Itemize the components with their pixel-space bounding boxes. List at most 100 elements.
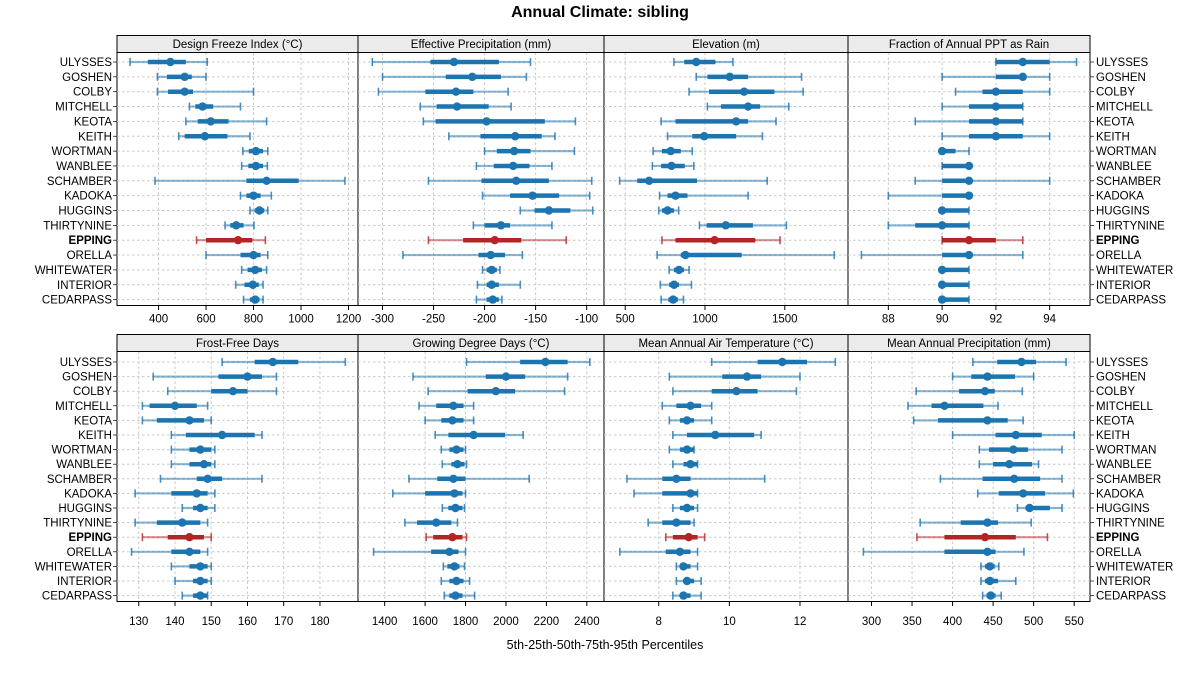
median-dot xyxy=(700,132,709,141)
median-dot xyxy=(983,518,992,527)
axis-tick-label: -300 xyxy=(371,314,394,326)
median-dot xyxy=(1025,503,1034,513)
median-dot xyxy=(200,132,210,141)
median-dot xyxy=(1018,57,1027,67)
median-dot xyxy=(491,387,501,396)
median-dot xyxy=(180,72,189,82)
row-label-right: HUGGINS xyxy=(1096,206,1150,218)
median-dot xyxy=(692,57,701,67)
median-dot xyxy=(178,518,187,527)
median-dot xyxy=(743,102,753,111)
row-label-left: KEITH xyxy=(78,430,112,442)
row-label-right: KEITH xyxy=(1096,131,1130,143)
row-label-right: ULYSSES xyxy=(1096,57,1149,69)
axis-tick-label: 12 xyxy=(794,616,807,628)
median-dot xyxy=(198,102,207,111)
median-dot xyxy=(937,280,947,289)
panel-area xyxy=(357,52,605,306)
median-dot xyxy=(199,460,209,469)
axis-tick-label: 10 xyxy=(723,616,736,628)
median-dot xyxy=(468,72,477,82)
median-dot xyxy=(1009,445,1018,454)
row-label-left: WANBLEE xyxy=(56,161,112,173)
median-dot xyxy=(487,280,496,289)
median-dot xyxy=(248,280,258,289)
median-dot xyxy=(452,102,462,111)
row-label-left: HUGGINS xyxy=(58,206,112,218)
median-dot xyxy=(180,87,189,96)
median-dot xyxy=(510,132,520,141)
row-label-right: SCHAMBER xyxy=(1096,176,1161,188)
strip-header xyxy=(847,334,1091,352)
median-dot xyxy=(679,591,688,600)
axis-tick-label: 400 xyxy=(943,616,962,628)
axis-tick-label: 150 xyxy=(202,616,221,628)
median-dot xyxy=(496,221,506,230)
axis-tick-label: 1000 xyxy=(288,314,314,326)
median-dot xyxy=(991,132,1001,141)
row-label-right: INTERIOR xyxy=(1096,576,1151,588)
row-label-left: KEOTA xyxy=(74,116,112,128)
median-dot xyxy=(937,221,947,230)
row-label-right: CEDARPASS xyxy=(1096,591,1166,603)
median-dot xyxy=(644,176,654,185)
median-dot xyxy=(1018,489,1028,498)
row-label-left: ULYSSES xyxy=(60,357,113,369)
chart-title: Annual Climate: sibling xyxy=(511,4,689,21)
row-label-left: HUGGINS xyxy=(58,503,112,515)
row-label-left: ORELLA xyxy=(67,547,113,559)
median-dot xyxy=(991,102,1001,111)
axis-tick-label: 88 xyxy=(882,314,895,326)
median-dot xyxy=(486,250,495,260)
axis-tick-label: 2000 xyxy=(493,616,519,628)
median-dot xyxy=(669,280,679,289)
median-dot xyxy=(991,117,1001,126)
median-dot xyxy=(217,430,227,440)
median-dot xyxy=(666,146,675,156)
median-dot xyxy=(449,401,458,410)
row-label-right: GOSHEN xyxy=(1096,72,1146,84)
row-label-left: COLBY xyxy=(73,87,112,99)
median-dot xyxy=(940,401,949,410)
median-dot xyxy=(672,518,681,527)
median-dot xyxy=(249,191,258,200)
strip-title: Mean Annual Precipitation (mm) xyxy=(887,338,1051,350)
median-dot xyxy=(672,474,681,483)
median-dot xyxy=(490,236,499,245)
median-dot xyxy=(268,357,278,367)
median-dot xyxy=(445,547,454,556)
median-dot xyxy=(684,533,693,542)
median-dot xyxy=(668,295,678,304)
median-dot xyxy=(228,387,238,396)
median-dot xyxy=(451,503,460,513)
median-dot xyxy=(983,416,992,425)
median-dot xyxy=(449,474,458,483)
median-dot xyxy=(251,161,261,171)
axis-tick-label: 170 xyxy=(274,616,293,628)
row-label-right: EPPING xyxy=(1096,235,1140,247)
median-dot xyxy=(528,191,537,200)
median-dot xyxy=(964,236,974,245)
median-dot xyxy=(731,117,741,126)
axis-tick-label: 94 xyxy=(1043,314,1056,326)
median-dot xyxy=(980,387,990,396)
median-dot xyxy=(469,430,478,440)
row-label-right: THIRTYNINE xyxy=(1096,518,1165,530)
strip-title: Growing Degree Days (°C) xyxy=(413,338,550,350)
median-dot xyxy=(721,221,730,230)
axis-tick-label: 600 xyxy=(196,314,215,326)
median-dot xyxy=(243,372,252,381)
median-dot xyxy=(509,146,519,156)
median-dot xyxy=(544,206,554,215)
median-dot xyxy=(488,295,497,304)
row-label-right: ORELLA xyxy=(1096,250,1142,262)
median-dot xyxy=(451,87,461,96)
row-label-left: EPPING xyxy=(69,532,113,544)
median-dot xyxy=(682,445,692,454)
median-dot xyxy=(432,518,441,527)
median-dot xyxy=(250,295,260,304)
median-dot xyxy=(196,562,205,571)
median-dot xyxy=(206,117,215,126)
row-label-right: WORTMAN xyxy=(1096,146,1156,158)
median-dot xyxy=(742,372,752,381)
